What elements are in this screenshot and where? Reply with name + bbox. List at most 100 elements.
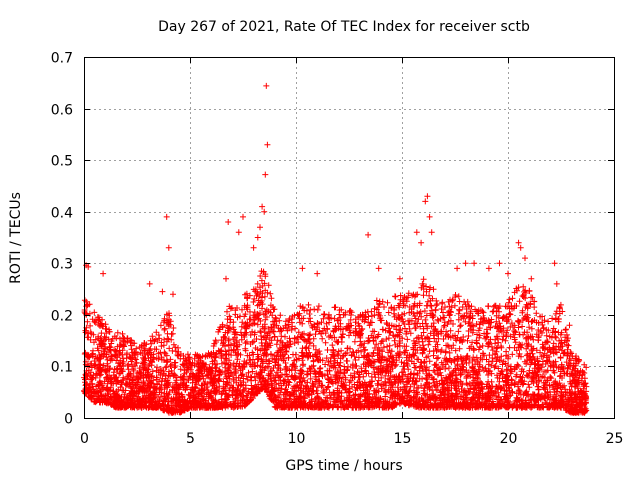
data-point bbox=[300, 336, 307, 343]
data-point bbox=[428, 374, 435, 381]
data-point bbox=[494, 333, 501, 340]
data-point bbox=[334, 351, 341, 357]
data-point bbox=[456, 306, 463, 313]
data-point bbox=[262, 316, 269, 323]
data-point bbox=[254, 321, 261, 328]
data-point bbox=[375, 377, 382, 384]
data-point bbox=[446, 303, 453, 310]
data-point bbox=[287, 338, 294, 345]
data-point bbox=[310, 342, 317, 349]
data-point bbox=[489, 308, 496, 315]
data-point bbox=[314, 356, 321, 363]
data-point bbox=[401, 343, 408, 350]
data-point bbox=[262, 273, 269, 280]
data-point bbox=[396, 322, 403, 329]
data-point bbox=[113, 348, 120, 355]
data-point bbox=[319, 335, 326, 342]
data-point bbox=[252, 345, 259, 351]
data-point bbox=[575, 358, 582, 365]
data-point bbox=[509, 388, 516, 395]
data-point bbox=[147, 345, 154, 352]
data-point bbox=[496, 320, 503, 327]
data-point bbox=[195, 395, 202, 402]
data-point bbox=[527, 301, 534, 308]
data-point bbox=[424, 298, 431, 305]
data-point bbox=[432, 306, 439, 313]
data-point bbox=[273, 341, 280, 348]
data-point bbox=[430, 320, 437, 327]
data-point bbox=[402, 302, 409, 309]
data-point bbox=[211, 357, 218, 364]
data-point bbox=[296, 310, 303, 317]
data-point bbox=[451, 302, 458, 309]
data-point bbox=[89, 381, 95, 388]
data-point bbox=[347, 345, 353, 352]
data-point bbox=[307, 375, 314, 382]
data-point bbox=[91, 318, 98, 325]
data-point bbox=[170, 325, 177, 331]
data-point bbox=[500, 333, 507, 340]
data-point bbox=[539, 319, 546, 326]
data-point bbox=[257, 328, 264, 335]
data-point bbox=[97, 399, 104, 406]
data-point bbox=[262, 365, 269, 371]
data-point bbox=[84, 334, 91, 341]
data-point bbox=[87, 322, 94, 329]
data-point bbox=[435, 371, 441, 378]
data-point bbox=[522, 335, 529, 342]
data-point bbox=[509, 295, 516, 302]
data-point bbox=[455, 293, 462, 300]
data-point bbox=[397, 300, 403, 307]
data-point bbox=[555, 315, 562, 322]
data-point bbox=[249, 349, 256, 356]
data-point bbox=[157, 322, 164, 329]
data-point bbox=[326, 334, 332, 340]
data-point bbox=[469, 364, 476, 371]
data-point bbox=[550, 350, 557, 357]
data-point bbox=[454, 361, 461, 368]
data-point bbox=[315, 303, 322, 310]
data-point bbox=[310, 383, 317, 390]
data-point bbox=[514, 361, 521, 368]
data-point bbox=[519, 307, 526, 314]
data-point bbox=[444, 331, 451, 338]
data-point bbox=[224, 381, 230, 388]
data-point bbox=[440, 309, 446, 316]
data-point bbox=[409, 292, 416, 299]
data-point bbox=[330, 346, 337, 353]
data-point bbox=[502, 360, 509, 367]
data-point bbox=[445, 365, 452, 372]
data-point bbox=[116, 370, 123, 377]
data-point bbox=[365, 370, 372, 377]
data-point bbox=[156, 385, 163, 392]
data-point bbox=[396, 304, 403, 311]
data-point bbox=[261, 293, 268, 300]
data-point bbox=[511, 334, 518, 341]
data-point bbox=[405, 357, 411, 364]
data-point bbox=[503, 352, 510, 359]
data-point bbox=[157, 349, 164, 356]
data-point bbox=[163, 311, 170, 318]
data-point bbox=[369, 353, 376, 360]
data-point bbox=[526, 384, 533, 391]
data-point bbox=[141, 356, 147, 363]
data-point bbox=[345, 363, 351, 370]
data-point bbox=[566, 397, 572, 404]
data-point bbox=[474, 331, 480, 338]
data-point bbox=[372, 395, 379, 402]
data-point bbox=[177, 366, 184, 373]
data-point bbox=[391, 313, 398, 320]
data-point bbox=[420, 292, 427, 299]
data-point bbox=[357, 342, 363, 349]
data-point bbox=[421, 358, 428, 365]
data-point bbox=[515, 383, 521, 390]
data-point bbox=[543, 332, 550, 339]
data-point bbox=[450, 321, 456, 327]
data-point bbox=[526, 367, 533, 374]
data-point bbox=[225, 372, 232, 379]
data-point bbox=[148, 340, 155, 347]
data-point bbox=[103, 354, 110, 361]
data-point bbox=[260, 268, 267, 275]
data-point bbox=[563, 326, 569, 333]
